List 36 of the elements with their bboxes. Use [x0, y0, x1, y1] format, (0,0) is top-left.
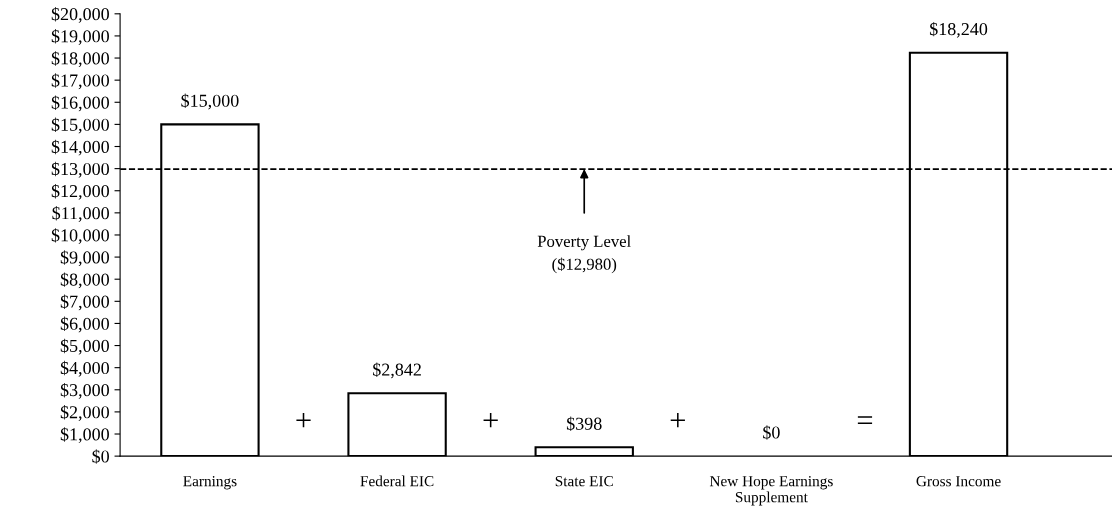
- x-tick-label: Gross Income: [916, 476, 1001, 487]
- annotation: =: [857, 416, 873, 424]
- data-label: $2,842: [373, 362, 421, 379]
- y-tick-label: $1,000: [60, 427, 109, 444]
- y-tick-label: $7,000: [60, 294, 109, 311]
- data-label: $18,240: [929, 21, 988, 38]
- y-tick-label: $18,000: [51, 51, 109, 68]
- x-tick-label: New Hope Earnings Supplement: [709, 476, 833, 506]
- annotation: +: [670, 413, 685, 428]
- y-tick-label: $14,000: [51, 139, 109, 156]
- y-tick-label: $2,000: [60, 405, 109, 421]
- y-tick-label: $9,000: [60, 250, 109, 267]
- x-tick-label: State EIC: [555, 476, 613, 487]
- y-tick-label: $10,000: [51, 228, 109, 245]
- x-tick-label: Earnings: [183, 476, 237, 490]
- y-tick-label: $17,000: [51, 73, 109, 90]
- data-label: $15,000: [181, 93, 239, 110]
- y-tick-label: $20,000: [51, 7, 109, 23]
- annotation: +: [483, 413, 498, 428]
- y-tick-label: $12,000: [51, 183, 109, 200]
- y-tick-label: $11,000: [52, 206, 109, 222]
- y-tick-label: $0: [92, 449, 109, 464]
- y-tick-label: $6,000: [60, 316, 109, 333]
- y-tick-label: $8,000: [60, 272, 109, 289]
- y-tick-label: $5,000: [60, 338, 109, 355]
- y-tick-label: $19,000: [51, 29, 109, 45]
- annotation: Poverty Level ($12,980): [537, 235, 631, 274]
- y-tick-label: $13,000: [51, 161, 109, 178]
- y-tick-label: $16,000: [51, 95, 109, 112]
- y-tick-label: $4,000: [60, 360, 109, 377]
- data-label: $398: [566, 416, 602, 431]
- data-label: $0: [763, 425, 780, 440]
- x-tick-label: Federal EIC: [360, 475, 434, 487]
- annotation: +: [296, 413, 311, 428]
- y-tick-label: $3,000: [60, 382, 109, 399]
- y-tick-label: $15,000: [51, 117, 109, 134]
